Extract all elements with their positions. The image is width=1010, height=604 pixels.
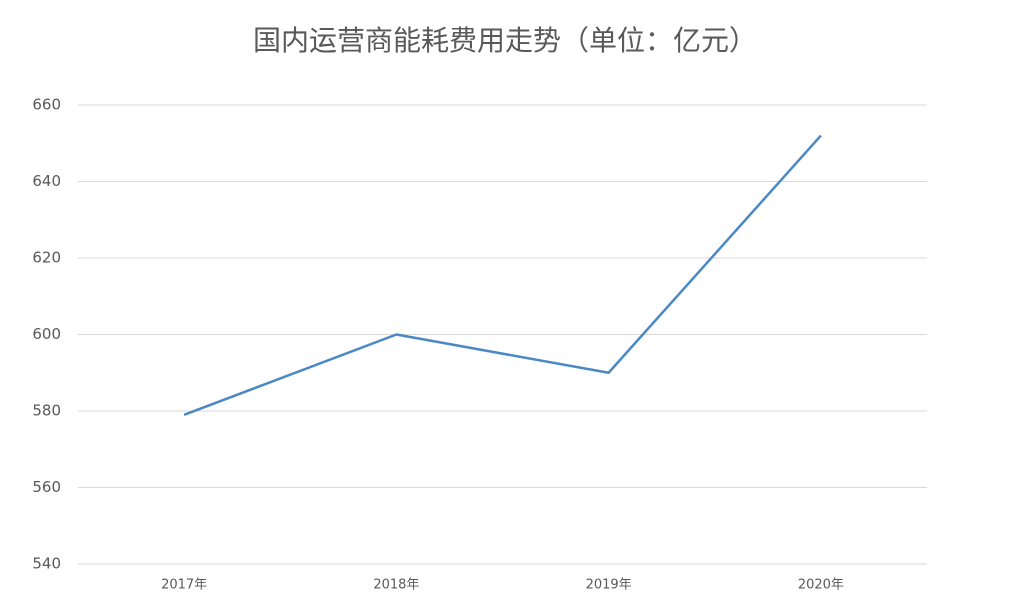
y-tick-label: 560 (32, 478, 61, 496)
y-tick-label: 640 (32, 172, 61, 190)
chart-title: 国内运营商能耗费用走势（单位：亿元） (253, 24, 757, 57)
y-tick-label: 580 (32, 402, 61, 420)
y-tick-label: 660 (32, 96, 61, 114)
x-tick-label: 2018年 (373, 578, 419, 593)
x-tick-label: 2017年 (161, 578, 207, 593)
x-tick-label: 2019年 (586, 578, 632, 593)
x-tick-label: 2020年 (798, 578, 844, 593)
y-tick-label: 540 (32, 555, 61, 573)
data-line (183, 134, 822, 416)
y-tick-label: 620 (32, 249, 61, 267)
y-tick-label: 600 (32, 325, 61, 343)
